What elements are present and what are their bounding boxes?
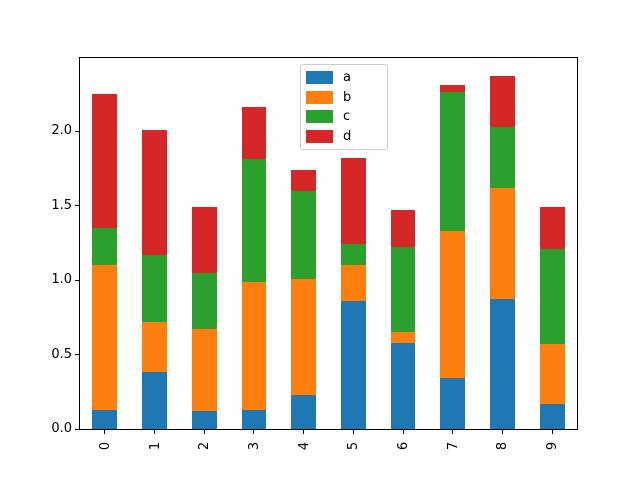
x-tick-mark-5 [352, 430, 354, 434]
legend-entry-b: b [301, 88, 387, 108]
legend-swatch-d-icon [306, 129, 333, 143]
x-tick-mark-0 [104, 430, 106, 434]
bar-segment-c-cat2 [191, 272, 217, 330]
y-tick-mark-0.0 [75, 428, 79, 430]
bar-segment-c-cat4 [291, 190, 317, 279]
bar-segment-d-cat8 [490, 75, 515, 127]
bar-segment-a-cat3 [241, 409, 267, 429]
bar-segment-b-cat9 [539, 344, 565, 404]
bar-segment-a-cat2 [191, 411, 217, 429]
bar-segment-d-cat5 [340, 157, 366, 245]
x-tick-label-0: 0 [97, 441, 113, 451]
bar-segment-c-cat3 [241, 159, 267, 282]
x-tick-label-8: 8 [494, 441, 510, 451]
x-tick-mark-6 [402, 430, 404, 434]
x-tick-label-1: 1 [147, 441, 163, 451]
x-tick-mark-3 [253, 430, 255, 434]
x-tick-label-9: 9 [544, 441, 560, 451]
legend-entry-a: a [301, 68, 387, 88]
legend-swatch-c-icon [306, 110, 333, 124]
bar-segment-b-cat0 [92, 265, 118, 410]
bar-segment-a-cat8 [490, 299, 515, 429]
bar-segment-c-cat9 [539, 248, 565, 345]
bar-segment-a-cat6 [390, 342, 416, 429]
x-tick-mark-9 [551, 430, 553, 434]
legend-swatch-a-icon [306, 71, 333, 85]
legend-label-d: d [343, 128, 352, 144]
y-tick-label-0.0: 0.0 [51, 421, 72, 436]
bar-segment-d-cat4 [291, 169, 317, 191]
bar-segment-b-cat6 [390, 332, 416, 343]
bar-segment-b-cat8 [490, 187, 515, 300]
legend-entry-d: d [301, 127, 387, 147]
bar-segment-d-cat6 [390, 210, 416, 248]
y-tick-mark-1.5 [75, 205, 79, 206]
y-tick-mark-1.0 [75, 279, 79, 281]
bar-segment-b-cat2 [191, 329, 217, 412]
bar-segment-a-cat5 [340, 300, 366, 429]
x-tick-label-4: 4 [296, 441, 312, 451]
y-tick-label-2.0: 2.0 [51, 123, 72, 138]
bar-segment-a-cat9 [539, 403, 565, 429]
y-tick-label-0.5: 0.5 [51, 346, 72, 362]
bar-segment-a-cat4 [291, 394, 317, 429]
bar-segment-d-cat2 [191, 207, 217, 273]
bar-segment-a-cat1 [142, 372, 167, 429]
bar-segment-d-cat7 [440, 84, 466, 93]
x-tick-mark-4 [303, 430, 305, 434]
x-tick-mark-2 [203, 430, 205, 434]
bar-segment-c-cat7 [440, 92, 466, 231]
x-tick-label-3: 3 [246, 441, 262, 451]
legend-label-a: a [343, 70, 351, 86]
x-tick-label-6: 6 [395, 441, 411, 451]
y-tick-mark-2.0 [75, 130, 79, 132]
bar-segment-c-cat1 [142, 254, 167, 322]
y-tick-mark-0.5 [75, 354, 79, 355]
legend-label-b: b [343, 89, 352, 105]
bars-layer [80, 58, 577, 429]
y-tick-label-1.0: 1.0 [51, 272, 72, 287]
bar-segment-b-cat5 [340, 265, 366, 301]
bar-segment-b-cat3 [241, 281, 267, 410]
bar-segment-d-cat3 [241, 107, 267, 160]
bar-segment-d-cat0 [92, 93, 118, 228]
x-tick-mark-7 [452, 430, 454, 434]
bar-segment-a-cat7 [440, 378, 466, 429]
legend-swatch-b-icon [306, 90, 333, 104]
bar-segment-c-cat6 [390, 247, 416, 333]
x-tick-label-7: 7 [445, 441, 461, 451]
bar-segment-d-cat1 [142, 129, 167, 255]
bar-segment-b-cat4 [291, 278, 317, 395]
bar-segment-b-cat7 [440, 230, 466, 379]
x-tick-mark-1 [154, 430, 156, 434]
x-tick-mark-8 [501, 430, 503, 434]
x-tick-label-2: 2 [196, 441, 212, 451]
bar-segment-c-cat5 [340, 244, 366, 266]
bar-segment-b-cat1 [142, 321, 167, 373]
x-tick-label-5: 5 [345, 441, 361, 451]
bar-segment-c-cat8 [490, 126, 515, 188]
bar-segment-d-cat9 [539, 207, 565, 249]
bar-segment-c-cat0 [92, 227, 118, 266]
legend-entry-c: c [301, 107, 387, 127]
y-tick-label-1.5: 1.5 [51, 197, 72, 213]
bar-segment-a-cat0 [92, 409, 118, 429]
legend-label-c: c [343, 109, 351, 125]
